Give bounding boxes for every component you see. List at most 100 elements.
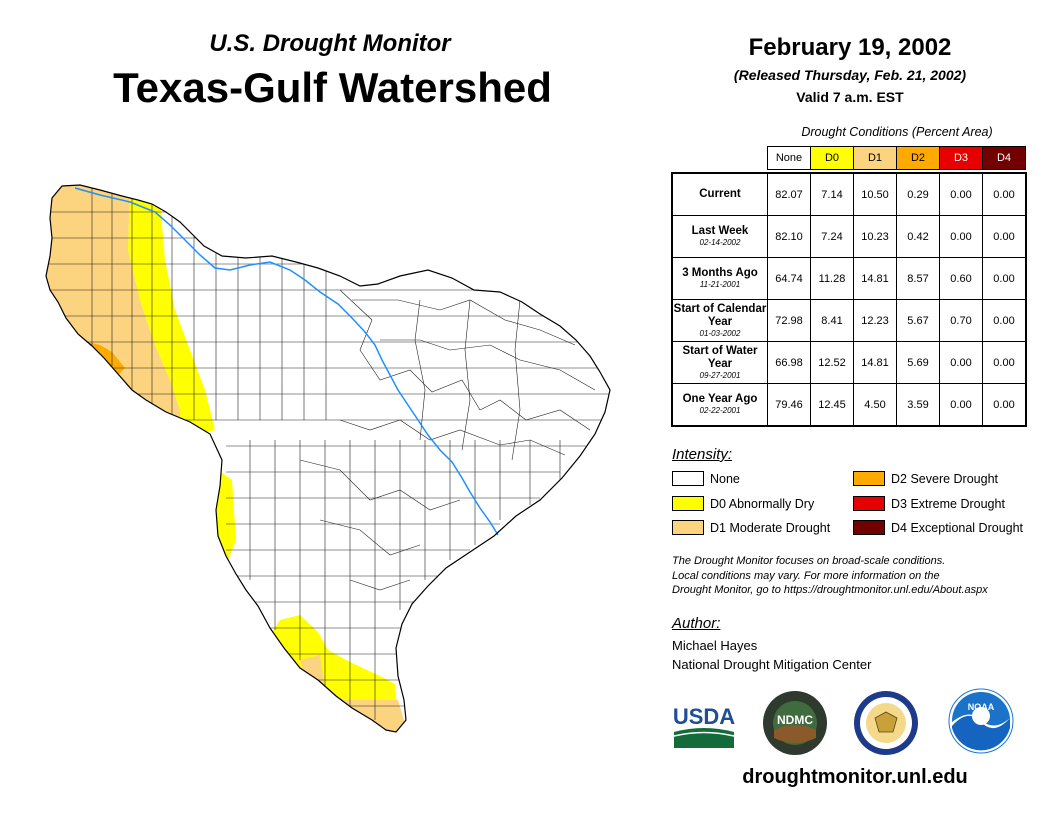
noaa-logo-text: NOAA (968, 702, 995, 712)
table-cell: 3.59 (896, 383, 940, 427)
category-d2: D2 (897, 146, 940, 170)
ndmc-logo: NDMC (763, 691, 827, 755)
river (74, 187, 499, 536)
row-date: 02-22-2001 (699, 406, 741, 415)
legend-label: D1 Moderate Drought (710, 520, 831, 535)
author-org: National Drought Mitigation Center (672, 657, 872, 672)
legend-swatch (853, 471, 885, 486)
ndmc-logo-text: NDMC (777, 713, 813, 727)
row-label-text: Start of Water Year (682, 344, 758, 370)
table-cell: 7.14 (810, 172, 854, 216)
drought-stats-table: Current 82.07 7.14 10.50 0.29 0.00 0.00 Last We… (671, 172, 1027, 427)
row-date: 01-03-2002 (699, 328, 741, 338)
website-link[interactable]: droughtmonitor.unl.edu (742, 766, 968, 788)
table-row: 3 Months Ago 11-21-2001 64.74 11.28 14.81 8.5… (671, 257, 1027, 300)
table-row: One Year Ago 02-22-2001 79.46 12.45 4.50 3.59… (671, 383, 1027, 427)
legend-swatch (672, 471, 704, 486)
legend-swatch (672, 520, 704, 535)
table-cell: 0.00 (982, 299, 1027, 342)
table-cell: 82.10 (767, 215, 811, 258)
d0-west-area (128, 190, 215, 440)
author-name: Michael Hayes (672, 638, 758, 653)
note-line: The Drought Monitor focuses on broad-sca… (672, 555, 946, 567)
release-date: (Released Thursday, Feb. 21, 2002) (733, 67, 967, 83)
table-cell: 0.60 (939, 257, 983, 300)
row-label: One Year Ago 02-22-2001 (671, 383, 768, 427)
table-cell: 8.41 (810, 299, 854, 342)
table-cell: 0.70 (939, 299, 983, 342)
legend-label: D0 Abnormally Dry (710, 496, 815, 511)
map-subtitle: U.S. Drought Monitor (209, 30, 451, 57)
legend-label: D4 Exceptional Drought (891, 520, 1024, 535)
table-cell: 12.52 (810, 341, 854, 384)
table-cell: 0.42 (896, 215, 940, 258)
category-d4: D4 (983, 146, 1026, 170)
table-cell: 10.23 (853, 215, 897, 258)
table-cell: 0.00 (939, 383, 983, 427)
table-cell: 4.50 (853, 383, 897, 427)
table-cell: 0.00 (982, 215, 1027, 258)
table-cell: 5.67 (896, 299, 940, 342)
row-label-text: 3 Months Ago (682, 267, 758, 279)
category-header: None D0 D1 D2 D3 D4 (767, 146, 1026, 171)
table-caption: Drought Conditions (Percent Area) (801, 125, 993, 139)
row-label: Start of Water Year 09-27-2001 (671, 341, 768, 384)
legend-label: D2 Severe Drought (891, 471, 999, 486)
row-date: 09-27-2001 (699, 370, 741, 380)
table-row: Start of Calendar Year 01-03-2002 72.98 8.4… (671, 299, 1027, 342)
legend-item-d3: D3 Extreme Drought (853, 496, 1005, 511)
legend-item-d0: D0 Abnormally Dry (672, 496, 814, 511)
usda-logo: USDA (673, 704, 735, 748)
row-label-text: Current (699, 188, 741, 200)
row-label-text: One Year Ago (682, 393, 758, 405)
disclaimer-note: The Drought Monitor focuses on broad-sca… (672, 554, 1042, 598)
table-cell: 0.00 (939, 215, 983, 258)
legend-item-d1: D1 Moderate Drought (672, 520, 830, 535)
table-cell: 10.50 (853, 172, 897, 216)
note-line: Local conditions may vary. For more info… (672, 569, 940, 582)
note-line: Drought Monitor, go to https://droughtmo… (672, 584, 988, 596)
table-cell: 0.00 (939, 341, 983, 384)
watershed-map (45, 184, 611, 733)
table-cell: 0.00 (982, 172, 1027, 216)
row-date: 11-21-2001 (699, 280, 741, 289)
row-date: 02-14-2002 (699, 238, 741, 247)
legend-item-d4: D4 Exceptional Drought (853, 520, 1023, 535)
table-cell: 0.00 (939, 172, 983, 216)
watershed-outline (46, 185, 610, 732)
table-cell: 0.00 (982, 341, 1027, 384)
table-cell: 14.81 (853, 341, 897, 384)
valid-time: Valid 7 a.m. EST (796, 89, 904, 105)
table-cell: 8.57 (896, 257, 940, 300)
category-d1: D1 (854, 146, 897, 170)
table-row: Last Week 02-14-2002 82.10 7.24 10.23 0.42 0.0… (671, 215, 1027, 258)
table-cell: 12.23 (853, 299, 897, 342)
row-label: Start of Calendar Year 01-03-2002 (671, 299, 768, 342)
table-cell: 79.46 (767, 383, 811, 427)
noaa-logo: NOAA (948, 688, 1014, 754)
table-cell: 0.00 (982, 383, 1027, 427)
legend-swatch (672, 496, 704, 511)
legend-title: Intensity: (672, 446, 733, 463)
table-cell: 66.98 (767, 341, 811, 384)
row-label: Current (671, 172, 768, 216)
legend-label: None (710, 471, 740, 486)
table-cell: 7.24 (810, 215, 854, 258)
table-cell: 64.74 (767, 257, 811, 300)
d0-midwest-strip (215, 470, 236, 560)
watershed-border (45, 184, 611, 733)
row-label-text: Start of Calendar Year (673, 302, 767, 328)
legend-item-none: None (672, 471, 740, 486)
table-cell: 5.69 (896, 341, 940, 384)
legend-item-d2: D2 Severe Drought (853, 471, 998, 486)
table-row: Start of Water Year 09-27-2001 66.98 12.52 1… (671, 341, 1027, 384)
category-d0: D0 (811, 146, 854, 170)
table-cell: 12.45 (810, 383, 854, 427)
table-cell: 82.07 (767, 172, 811, 216)
row-label: Last Week 02-14-2002 (671, 215, 768, 258)
author-label: Author: (672, 615, 721, 632)
legend-label: D3 Extreme Drought (891, 496, 1005, 511)
map-date: February 19, 2002 (748, 34, 952, 61)
legend-swatch (853, 496, 885, 511)
table-cell: 0.00 (982, 257, 1027, 300)
